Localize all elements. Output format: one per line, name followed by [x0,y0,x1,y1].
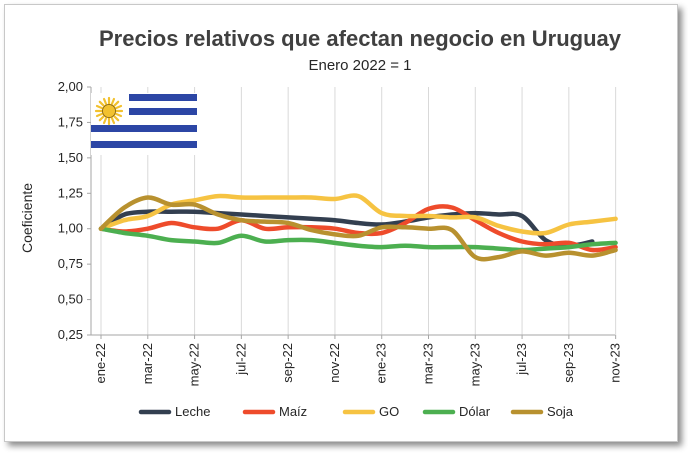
y-tick-label: 1,50 [58,150,83,165]
sun-disc [102,104,116,118]
uruguay-flag [91,93,197,155]
chart-subtitle: Enero 2022 = 1 [308,57,411,74]
y-axis-title: Coeficiente [19,183,35,253]
y-tick-label: 1,75 [58,114,83,129]
flag-stripe [91,141,197,148]
flag-stripe [129,108,197,115]
series-line-maiz [98,204,618,253]
legend-label-leche: Leche [175,404,210,419]
y-tick-labels: 0,25 0,50 0,75 1,00 1,25 1,50 1,75 2,00 [58,79,91,342]
legend: Leche Maíz GO Dólar Soja [138,404,574,419]
sun-of-may-icon [94,96,124,126]
series-line-dolar [98,226,618,253]
chart-svg: Precios relativos que afectan negocio en… [19,26,623,419]
x-tick-label: may-23 [467,343,482,386]
legend-label-go: GO [379,404,399,419]
x-tick-label: jul-22 [233,343,248,376]
y-tick-label: 0,75 [58,256,83,271]
x-tick-label: mar-22 [140,343,155,384]
y-tick-label: 0,50 [58,292,83,307]
series-line-go [98,193,618,236]
y-tick-label: 1,00 [58,221,83,236]
chart-frame: Precios relativos que afectan negocio en… [4,4,678,442]
series-line-soja [98,195,618,262]
flag-stripe [91,125,197,132]
x-tick-label: sep-22 [280,343,295,383]
legend-label-soja: Soja [547,404,574,419]
legend-label-maiz: Maíz [279,404,307,419]
y-tick-label: 1,25 [58,185,83,200]
x-tick-label: nov-22 [327,343,342,383]
y-tick-label: 2,00 [58,79,83,94]
series-line-leche [98,209,595,248]
series-lines [98,193,618,262]
flag-stripe [129,94,197,101]
x-tick-label: jul-23 [514,343,529,376]
chart-title: Precios relativos que afectan negocio en… [99,26,622,51]
x-tick-label: sep-23 [561,343,576,383]
x-tick-label: nov-23 [608,343,623,383]
x-tick-label: mar-23 [421,343,436,384]
x-tick-label: may-22 [187,343,202,386]
x-tick-label: ene-23 [374,343,389,383]
x-tick-label: ene-22 [93,343,108,383]
x-tick-labels: ene-22 mar-22 may-22 jul-22 sep-22 nov-22 ene-… [93,335,623,386]
legend-label-dolar: Dólar [459,404,491,419]
y-tick-label: 0,25 [58,327,83,342]
